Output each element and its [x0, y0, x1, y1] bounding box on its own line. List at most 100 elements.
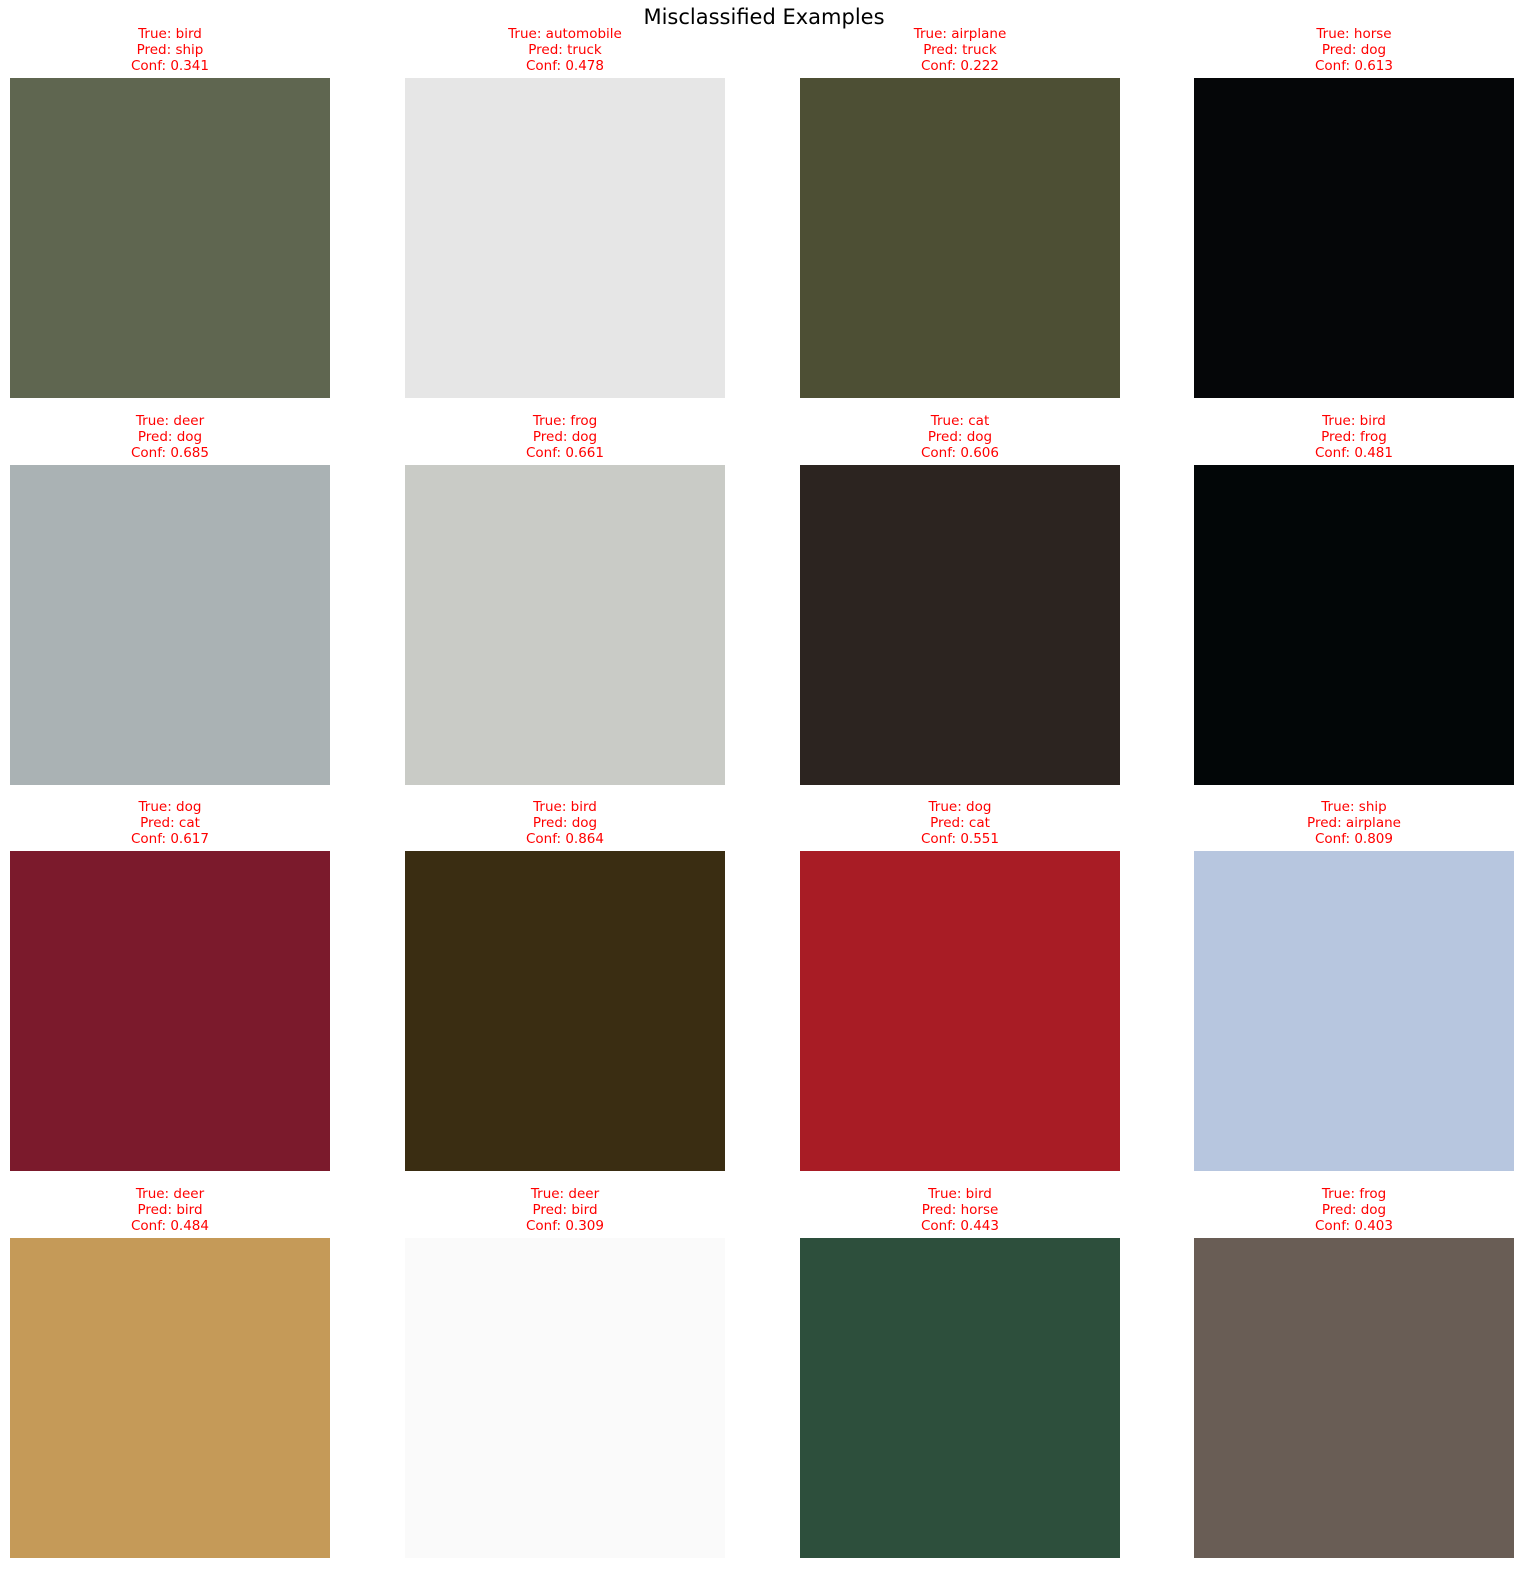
- pred-label: Pred: ship: [136, 42, 204, 58]
- pred-label: Pred: airplane: [1307, 815, 1401, 831]
- example-image: [405, 465, 725, 785]
- example-cell: True: deer Pred: bird Conf: 0.309: [405, 1186, 725, 1558]
- example-cell: True: ship Pred: airplane Conf: 0.809: [1194, 799, 1514, 1171]
- example-image: [405, 1238, 725, 1558]
- pred-label: Pred: dog: [532, 815, 598, 831]
- true-label: True: dog: [138, 799, 202, 815]
- dog-red-pillow-image: [800, 851, 1120, 1171]
- confidence-label: Conf: 0.551: [920, 831, 999, 847]
- pred-label: Pred: dog: [927, 429, 993, 445]
- confidence-label: Conf: 0.661: [525, 445, 604, 461]
- example-image: [405, 78, 725, 398]
- pred-label: Pred: bird: [532, 1202, 598, 1218]
- confidence-label: Conf: 0.341: [130, 58, 209, 74]
- example-caption: True: automobile Pred: truck Conf: 0.478: [405, 26, 725, 74]
- example-caption: True: dog Pred: cat Conf: 0.551: [800, 799, 1120, 847]
- example-cell: True: frog Pred: dog Conf: 0.661: [405, 413, 725, 785]
- example-image: [800, 1238, 1120, 1558]
- pred-label: Pred: truck: [528, 42, 602, 58]
- example-image: [10, 851, 330, 1171]
- example-image: [10, 465, 330, 785]
- example-image: [10, 78, 330, 398]
- example-caption: True: airplane Pred: truck Conf: 0.222: [800, 26, 1120, 74]
- example-image: [800, 465, 1120, 785]
- true-label: True: airplane: [913, 26, 1007, 42]
- example-caption: True: ship Pred: airplane Conf: 0.809: [1194, 799, 1514, 847]
- pred-label: Pred: frog: [1321, 429, 1387, 445]
- pred-label: Pred: truck: [923, 42, 997, 58]
- pred-label: Pred: dog: [1321, 1202, 1387, 1218]
- pred-label: Pred: cat: [140, 815, 200, 831]
- true-label: True: dog: [928, 799, 992, 815]
- pred-label: Pred: horse: [921, 1202, 999, 1218]
- ostrich-face-image: [10, 78, 330, 398]
- eagle-dark-image: [1194, 465, 1514, 785]
- example-image: [1194, 851, 1514, 1171]
- true-label: True: deer: [135, 1186, 205, 1202]
- example-cell: True: bird Pred: frog Conf: 0.481: [1194, 413, 1514, 785]
- confidence-label: Conf: 0.403: [1314, 1218, 1393, 1234]
- true-label: True: deer: [530, 1186, 600, 1202]
- frog-sand-image: [1194, 1238, 1514, 1558]
- true-label: True: bird: [138, 26, 202, 42]
- deer-white-bg-image: [405, 1238, 725, 1558]
- confidence-label: Conf: 0.484: [130, 1218, 209, 1234]
- example-cell: True: bird Pred: ship Conf: 0.341: [10, 26, 330, 398]
- example-caption: True: bird Pred: frog Conf: 0.481: [1194, 413, 1514, 461]
- true-label: True: ship: [1321, 799, 1387, 815]
- confidence-label: Conf: 0.478: [525, 58, 604, 74]
- figure-title: Misclassified Examples: [643, 5, 885, 29]
- example-image: [1194, 1238, 1514, 1558]
- flying-wing-image: [800, 78, 1120, 398]
- example-caption: True: bird Pred: ship Conf: 0.341: [10, 26, 330, 74]
- deer-face-image: [10, 465, 330, 785]
- confidence-label: Conf: 0.617: [130, 831, 209, 847]
- example-cell: True: bird Pred: horse Conf: 0.443: [800, 1186, 1120, 1558]
- example-image: [405, 851, 725, 1171]
- example-caption: True: deer Pred: bird Conf: 0.484: [10, 1186, 330, 1234]
- example-cell: True: frog Pred: dog Conf: 0.403: [1194, 1186, 1514, 1558]
- example-caption: True: bird Pred: horse Conf: 0.443: [800, 1186, 1120, 1234]
- example-image: [1194, 78, 1514, 398]
- confidence-label: Conf: 0.613: [1314, 58, 1393, 74]
- example-cell: True: cat Pred: dog Conf: 0.606: [800, 413, 1120, 785]
- ship-sky-image: [1194, 851, 1514, 1171]
- dog-dark-green-image: [10, 851, 330, 1171]
- example-cell: True: automobile Pred: truck Conf: 0.478: [405, 26, 725, 398]
- example-cell: True: deer Pred: dog Conf: 0.685: [10, 413, 330, 785]
- vintage-car-bw-image: [405, 78, 725, 398]
- example-image: [800, 851, 1120, 1171]
- example-caption: True: deer Pred: bird Conf: 0.309: [405, 1186, 725, 1234]
- example-caption: True: frog Pred: dog Conf: 0.403: [1194, 1186, 1514, 1234]
- example-cell: True: dog Pred: cat Conf: 0.617: [10, 799, 330, 1171]
- example-caption: True: cat Pred: dog Conf: 0.606: [800, 413, 1120, 461]
- confidence-label: Conf: 0.222: [920, 58, 999, 74]
- true-label: True: bird: [1322, 413, 1386, 429]
- pred-label: Pred: dog: [137, 429, 203, 445]
- pred-label: Pred: dog: [1321, 42, 1387, 58]
- cat-sitting-image: [800, 465, 1120, 785]
- true-label: True: bird: [928, 1186, 992, 1202]
- true-label: True: frog: [532, 413, 598, 429]
- owl-face-image: [405, 851, 725, 1171]
- confidence-label: Conf: 0.481: [1314, 445, 1393, 461]
- example-cell: True: airplane Pred: truck Conf: 0.222: [800, 26, 1120, 398]
- pred-label: Pred: dog: [532, 429, 598, 445]
- confidence-label: Conf: 0.864: [525, 831, 604, 847]
- true-label: True: automobile: [508, 26, 622, 42]
- example-cell: True: dog Pred: cat Conf: 0.551: [800, 799, 1120, 1171]
- example-caption: True: bird Pred: dog Conf: 0.864: [405, 799, 725, 847]
- horse-head-dark-image: [1194, 78, 1514, 398]
- frog-on-snow-image: [405, 465, 725, 785]
- example-image: [800, 78, 1120, 398]
- true-label: True: bird: [533, 799, 597, 815]
- confidence-label: Conf: 0.309: [525, 1218, 604, 1234]
- example-cell: True: bird Pred: dog Conf: 0.864: [405, 799, 725, 1171]
- example-caption: True: deer Pred: dog Conf: 0.685: [10, 413, 330, 461]
- pred-label: Pred: cat: [930, 815, 990, 831]
- true-label: True: frog: [1321, 1186, 1387, 1202]
- example-image: [1194, 465, 1514, 785]
- confidence-label: Conf: 0.606: [920, 445, 999, 461]
- confidence-label: Conf: 0.443: [920, 1218, 999, 1234]
- example-caption: True: dog Pred: cat Conf: 0.617: [10, 799, 330, 847]
